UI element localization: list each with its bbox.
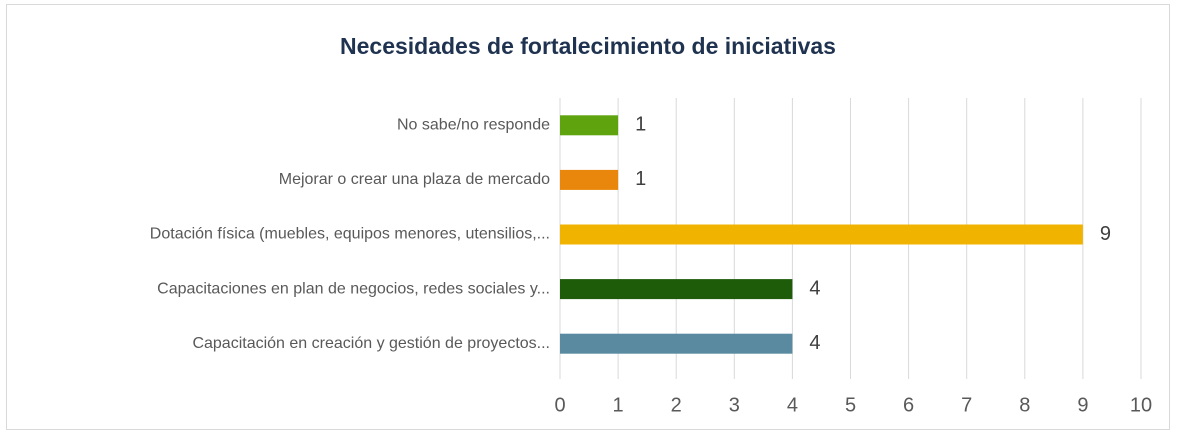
- chart-border: [6, 4, 1170, 430]
- bar: [560, 115, 619, 136]
- y-tick-label: Dotación física (muebles, equipos menore…: [150, 226, 550, 243]
- x-tick-label: 10: [1130, 394, 1152, 416]
- x-tick-label: 9: [1077, 394, 1088, 416]
- data-label: 4: [809, 332, 820, 354]
- data-label: 1: [635, 114, 646, 136]
- x-tick-label: 7: [961, 394, 972, 416]
- x-tick-label: 8: [1019, 394, 1030, 416]
- y-tick-label: No sabe/no responde: [397, 117, 550, 134]
- x-tick-label: 5: [845, 394, 856, 416]
- data-label: 4: [809, 277, 820, 299]
- bar: [560, 169, 619, 190]
- x-tick-label: 4: [787, 394, 798, 416]
- x-tick-label: 2: [671, 394, 682, 416]
- bar: [560, 224, 1083, 245]
- x-tick-label: 1: [613, 394, 624, 416]
- bar: [560, 279, 793, 300]
- chart-title: Necesidades de fortalecimiento de inicia…: [340, 33, 836, 59]
- y-tick-label: Mejorar o crear una plaza de mercado: [279, 171, 550, 188]
- data-label: 9: [1100, 223, 1111, 245]
- y-tick-label: Capacitaciones en plan de negocios, rede…: [157, 280, 550, 297]
- bar: [560, 333, 793, 354]
- x-tick-label: 3: [729, 394, 740, 416]
- x-tick-label: 0: [554, 394, 565, 416]
- data-label: 1: [635, 168, 646, 190]
- y-tick-label: Capacitación en creación y gestión de pr…: [192, 335, 550, 352]
- x-tick-label: 6: [903, 394, 914, 416]
